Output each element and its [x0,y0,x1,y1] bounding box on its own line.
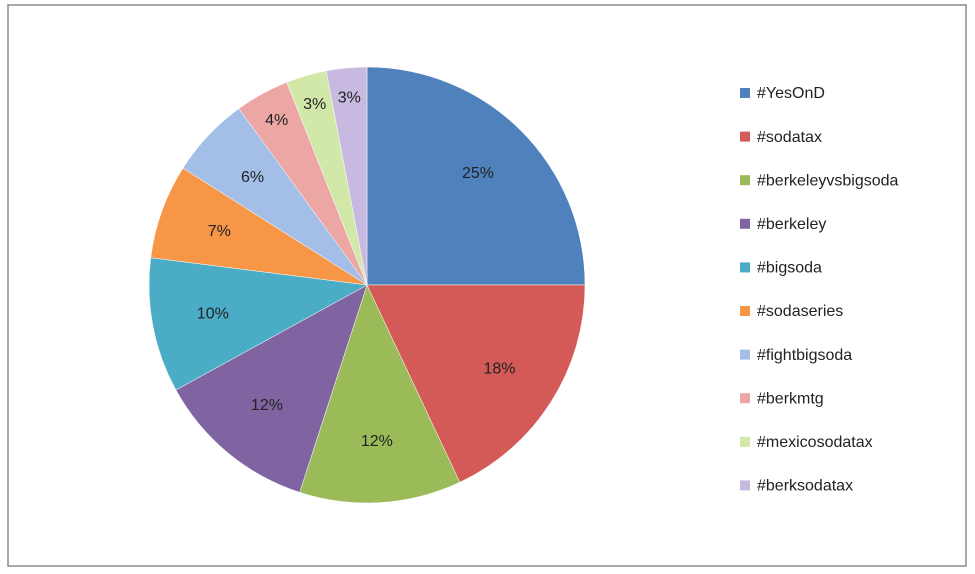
legend-swatch [740,262,750,273]
pie-slice [325,66,368,286]
legend-swatch [740,175,750,186]
legend-label: #berkmtg [757,390,824,407]
legend-swatch [740,131,750,142]
legend-swatch [740,218,750,229]
pie-slice [175,284,368,493]
data-label: 25% [462,165,494,182]
legend: #YesOnD #sodatax #berkeleyvsbigsoda #berkel… [740,85,899,495]
data-label: 12% [361,433,393,450]
legend-label: #berkeley [757,216,826,233]
legend-label: #berksodatax [757,478,853,495]
legend-swatch [740,393,750,404]
legend-label: #YesOnD [757,85,825,102]
legend-swatch [740,480,750,491]
legend-label: #sodaseries [757,303,843,320]
legend-label: #bigsoda [757,260,822,277]
pie-slice [148,257,368,391]
data-label: 12% [251,397,283,414]
legend-label: #berkeleyvsbigsoda [757,172,899,189]
data-label: 3% [338,90,361,107]
legend-swatch [740,349,750,360]
data-label: 4% [265,112,288,129]
legend-swatch [740,306,750,316]
legend-label: #mexicosodatax [757,434,873,451]
pie: 25% 18% 12% 12% 10% 7% 6% 4% 3% 3% [148,66,586,504]
pie-slice [366,284,586,483]
data-label: 7% [208,223,231,240]
legend-swatch [740,436,750,447]
legend-label: #fightbigsoda [757,347,852,364]
legend-label: #sodatax [757,129,822,146]
data-label: 18% [484,360,516,377]
data-label: 6% [241,169,264,186]
data-label: 10% [197,306,229,323]
pie-slice [299,284,461,504]
pie-slice [366,66,586,286]
data-label: 3% [303,96,326,113]
legend-swatch [740,88,750,98]
